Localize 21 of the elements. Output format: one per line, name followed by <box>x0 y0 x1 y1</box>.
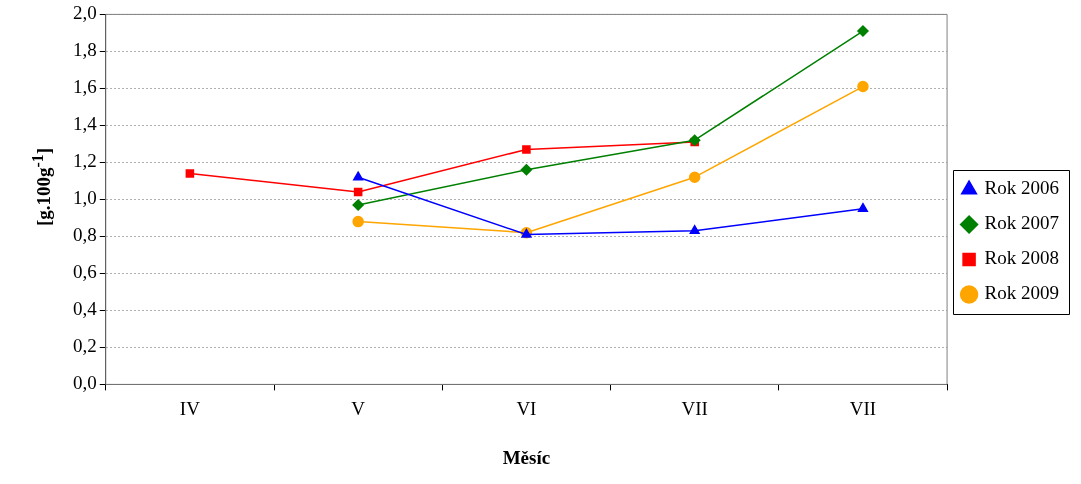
y-tick-label: 1,0 <box>73 187 97 209</box>
y-tick-label: 0,4 <box>73 298 98 320</box>
y-tick-label: 1,8 <box>73 39 97 61</box>
y-tick-label: 0,2 <box>73 335 97 357</box>
legend-label: Rok 2006 <box>984 177 1060 199</box>
y-tick-label: 0,0 <box>73 372 97 394</box>
y-tick-label: 2,0 <box>73 2 97 24</box>
x-axis-title: Měsíc <box>502 446 551 468</box>
y-tick-label: 1,2 <box>73 150 97 172</box>
x-tick-label: IV <box>179 397 201 419</box>
x-tick-label: VII <box>681 397 708 419</box>
x-tick-label: VII <box>849 397 877 419</box>
y-tick-label: 0,8 <box>73 224 97 246</box>
x-tick-label: V <box>351 397 366 419</box>
legend-label: Rok 2008 <box>984 247 1060 269</box>
y-tick-label: 1,6 <box>73 76 97 98</box>
y-tick-label: 1,4 <box>73 113 98 135</box>
legend-label: Rok 2009 <box>984 282 1060 304</box>
x-tick-label: VI <box>516 397 537 419</box>
y-tick-label: 0,6 <box>73 261 97 283</box>
legend-label: Rok 2007 <box>984 212 1060 234</box>
